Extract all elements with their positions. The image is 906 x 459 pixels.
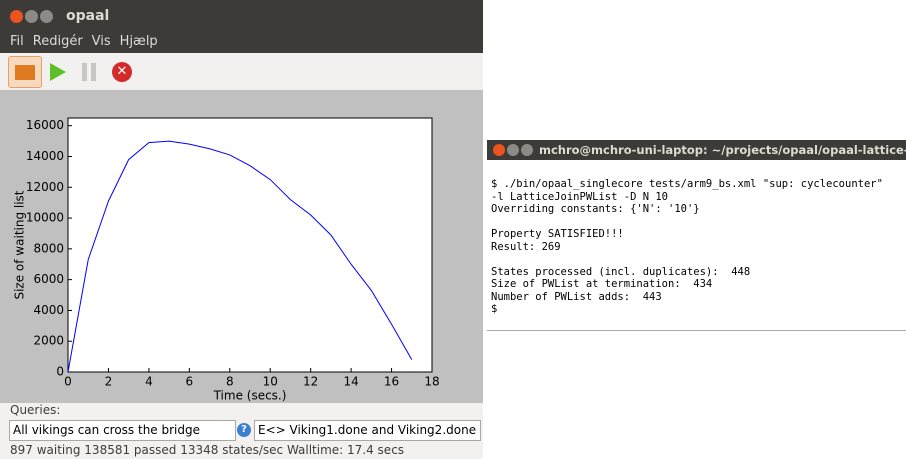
terminal-body: $ ./bin/opaal_singlecore tests/arm9_bs.x…	[487, 160, 906, 330]
y-tick-label: 16000	[26, 118, 64, 132]
pause-button[interactable]	[82, 63, 87, 81]
terminal-line: Size of PWList at termination: 434	[491, 278, 712, 290]
terminal-line: $	[491, 303, 497, 315]
open-button[interactable]	[8, 56, 42, 88]
y-tick-label: 12000	[26, 180, 64, 194]
terminal-title: mchro@mchro-uni-laptop: ~/projects/opaal…	[539, 143, 906, 157]
terminal-line: Result: 269	[491, 241, 561, 253]
terminal-window: mchro@mchro-uni-laptop: ~/projects/opaal…	[487, 140, 906, 331]
terminal-line: $ ./bin/opaal_singlecore tests/arm9_bs.x…	[491, 178, 883, 190]
close-button[interactable]	[10, 10, 23, 23]
x-axis-label: Time (secs.)	[213, 389, 287, 403]
terminal-line: -l LatticeJoinPWList -D N 10	[491, 191, 668, 203]
x-tick-label: 6	[186, 375, 194, 389]
terminal-line: Property SATISFIED!!!	[491, 228, 624, 240]
toolbar: ✕	[0, 53, 483, 90]
stop-button[interactable]: ✕	[112, 62, 132, 82]
menu-item[interactable]: Vis	[92, 34, 111, 49]
terminal-line: States processed (incl. duplicates): 448	[491, 266, 750, 278]
y-tick-label: 8000	[33, 241, 64, 255]
x-tick-label: 12	[303, 375, 318, 389]
x-tick-label: 14	[343, 375, 358, 389]
folder-icon	[15, 65, 35, 80]
queries-label: Queries:	[10, 403, 60, 417]
x-tick-label: 0	[64, 375, 72, 389]
window-title: opaal	[66, 8, 109, 24]
opaal-window: opaal Fil Redigér Vis Hjælp ✕ Time (secs.) …	[0, 0, 483, 459]
x-tick-label: 8	[226, 375, 234, 389]
x-tick-label: 2	[105, 375, 113, 389]
menu-item[interactable]: Fil	[10, 34, 24, 49]
terminal-line: Number of PWList adds: 443	[491, 291, 662, 303]
x-tick-label: 4	[145, 375, 153, 389]
x-tick-label: 16	[384, 375, 399, 389]
x-tick-label: 10	[263, 375, 278, 389]
minimize-button[interactable]	[507, 144, 519, 156]
close-button[interactable]	[493, 144, 505, 156]
maximize-button[interactable]	[521, 144, 533, 156]
y-axis-label: Size of waiting list	[13, 190, 27, 299]
pause-button[interactable]	[91, 63, 96, 81]
y-tick-label: 4000	[33, 303, 64, 317]
menu-item[interactable]: Redigér	[33, 34, 83, 49]
minimize-button[interactable]	[25, 10, 38, 23]
status-bar: 897 waiting 138581 passed 13348 states/s…	[10, 443, 404, 457]
query-formula-input[interactable]: E<> Viking1.done and Viking2.done a	[254, 420, 481, 441]
plot-area	[68, 118, 432, 372]
play-icon	[50, 63, 66, 81]
screen: opaal Fil Redigér Vis Hjælp ✕ Time (secs.) …	[0, 0, 906, 459]
maximize-button[interactable]	[40, 10, 53, 23]
y-tick-label: 2000	[33, 334, 64, 348]
title-bar: opaal	[0, 0, 483, 33]
help-icon[interactable]: ?	[237, 423, 251, 437]
terminal-title-bar: mchro@mchro-uni-laptop: ~/projects/opaal…	[487, 140, 906, 160]
y-tick-label: 10000	[26, 211, 64, 225]
menu-item[interactable]: Hjælp	[120, 34, 158, 49]
terminal-line: Overriding constants: {'N': '10'}	[491, 203, 700, 215]
menu-bar: Fil Redigér Vis Hjælp	[0, 33, 483, 53]
query-name-input[interactable]: All vikings can cross the bridge	[9, 420, 236, 441]
y-tick-label: 14000	[26, 149, 64, 163]
y-tick-label: 0	[56, 365, 64, 379]
x-tick-label: 18	[424, 375, 439, 389]
chart: Time (secs.) Size of waiting list 0 2 4 6 8 1…	[0, 90, 483, 403]
y-tick-label: 6000	[33, 272, 64, 286]
run-button[interactable]	[48, 61, 68, 83]
